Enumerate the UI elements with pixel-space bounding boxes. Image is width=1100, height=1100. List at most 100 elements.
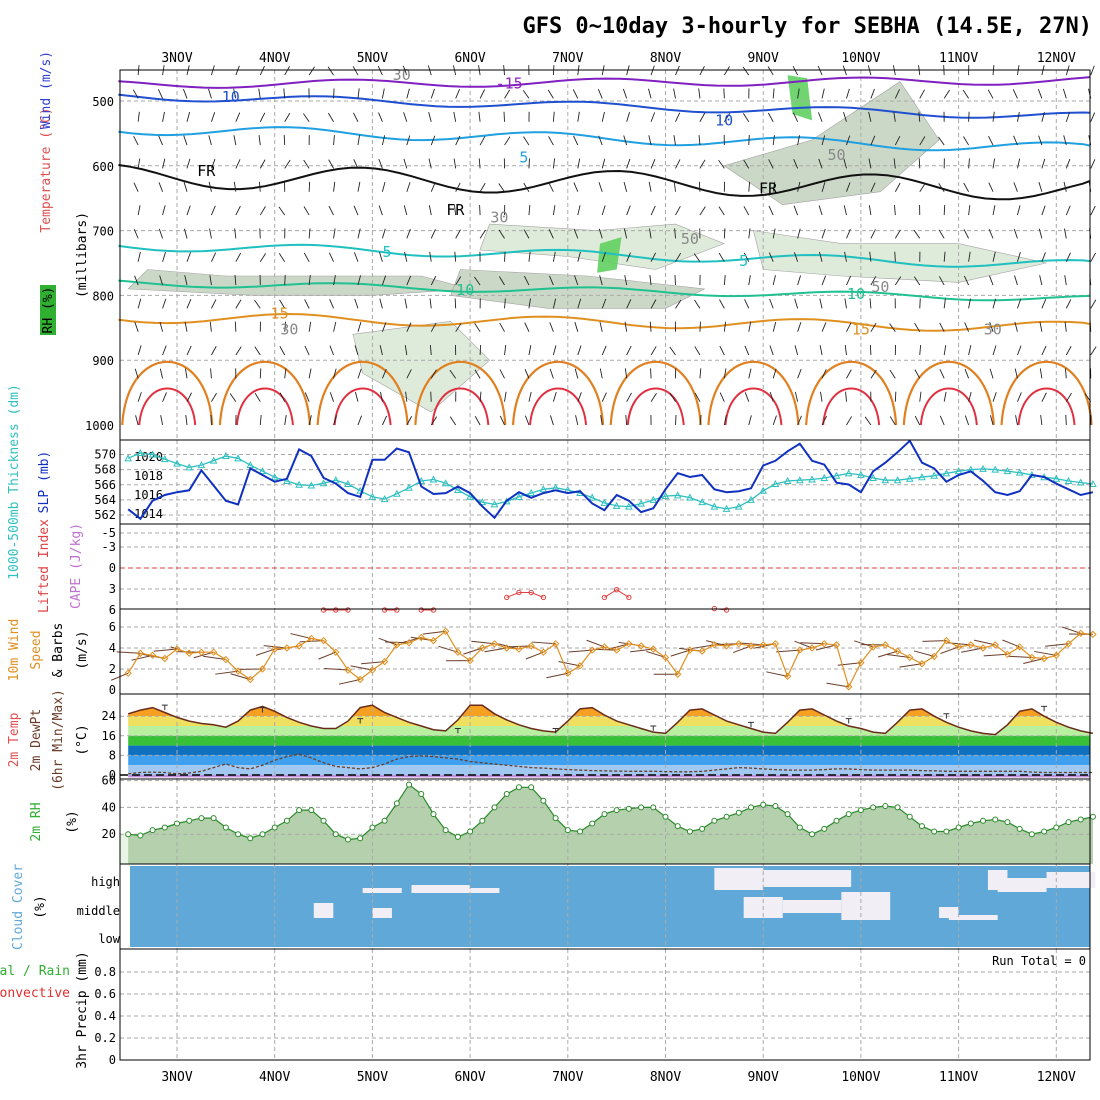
wind-barb xyxy=(329,345,334,356)
thickness-marker xyxy=(466,492,474,500)
wind-barb xyxy=(624,368,628,379)
wind-barb xyxy=(675,206,681,216)
wind-barb xyxy=(625,414,628,426)
cloud-level-label: low xyxy=(98,932,120,946)
rh-marker xyxy=(845,811,852,818)
upper-air-panel: 5006007008009001000-15-15101055FRFRFR551… xyxy=(39,51,1097,441)
wind-barb xyxy=(723,321,727,332)
wind-barb xyxy=(333,321,337,332)
wind-barb xyxy=(1017,111,1020,122)
temp-tick-label: 0 xyxy=(109,768,116,782)
contour-label: 15 xyxy=(271,305,289,323)
temp-minmax-bar xyxy=(357,718,364,724)
thickness-marker xyxy=(197,461,206,469)
wind-10m-panel: 0 2 4 6 10m Wind Speed & Barbs (m/s) xyxy=(7,608,1097,697)
wind-barb xyxy=(524,368,530,379)
contour-label: 5 xyxy=(519,148,528,166)
wind-speed-marker xyxy=(942,636,951,645)
wind-tick-label: 0 xyxy=(109,683,116,697)
temp-band xyxy=(128,775,1090,778)
li-line xyxy=(604,589,630,598)
wind-barb xyxy=(403,205,408,216)
wind-barb xyxy=(794,391,799,402)
rh-marker xyxy=(552,815,559,822)
wind-barb xyxy=(158,182,163,192)
wind-barb xyxy=(498,183,505,192)
rh-marker xyxy=(980,817,987,824)
wind-speed-marker xyxy=(1089,630,1097,639)
wind-barb xyxy=(748,368,752,379)
wind-barb xyxy=(137,345,142,356)
wind-barb xyxy=(255,648,275,656)
slp-thickness-panel: 56256456656857010141016101810201000-500m… xyxy=(7,384,1097,580)
bottom-date-label: 9NOV xyxy=(748,1070,779,1085)
isotherm-line xyxy=(118,164,1091,201)
wind-barb xyxy=(818,205,823,216)
wind-barb xyxy=(914,369,921,379)
thickness-marker xyxy=(160,455,169,463)
thickness-marker xyxy=(1064,476,1073,484)
wind-barb xyxy=(283,88,286,99)
wind-barb xyxy=(328,205,334,216)
rh-marker xyxy=(809,831,816,838)
wind-barb xyxy=(870,135,876,146)
chart-title: GFS 0~10day 3-hourly for SEBHA (14.5E, 2… xyxy=(522,14,1092,39)
pressure-tick-label: 800 xyxy=(92,289,114,303)
wind-barb xyxy=(673,88,676,99)
rh-marker xyxy=(882,803,889,810)
wind-barb xyxy=(1014,368,1018,379)
wind-barb xyxy=(987,89,994,99)
wind-tick-label: 4 xyxy=(109,641,116,655)
rh-marker xyxy=(1077,816,1084,823)
wind-barb xyxy=(675,252,682,262)
rh-area-fill xyxy=(128,784,1093,864)
wind-speed-marker xyxy=(429,636,438,645)
wind-barb xyxy=(648,88,652,99)
wind-barb xyxy=(1038,228,1043,239)
rh-marker xyxy=(393,800,400,807)
wind-barb xyxy=(528,205,531,216)
temp-minmax-bar xyxy=(259,707,266,713)
wind-barb xyxy=(992,111,995,122)
rh-marker xyxy=(686,828,693,835)
rh-marker xyxy=(772,803,779,810)
wind-barb xyxy=(1064,275,1067,286)
wind-barb xyxy=(479,136,486,146)
wind-barb xyxy=(1065,346,1072,356)
rh-marker xyxy=(784,811,791,818)
wind-axis-label: Wind (m/s) xyxy=(39,51,54,129)
li-line xyxy=(506,592,544,598)
wind-barb xyxy=(938,183,945,192)
rh-marker xyxy=(271,824,278,831)
wind-barb xyxy=(133,228,139,239)
wind-barb xyxy=(328,159,334,169)
pressure-tick-label: 700 xyxy=(92,225,114,239)
wind-speed-marker xyxy=(930,652,938,661)
thickness-marker xyxy=(747,495,755,503)
wind-barb xyxy=(548,182,554,192)
wind-barb xyxy=(792,65,799,76)
wind-barb xyxy=(846,416,853,426)
wind-barb xyxy=(1014,275,1018,286)
wind-barb xyxy=(357,228,361,239)
wind-barb xyxy=(626,252,631,262)
wind-barb xyxy=(577,345,582,356)
wind-barb xyxy=(601,392,607,402)
top-date-label: 6NOV xyxy=(454,51,485,66)
wind-barb xyxy=(525,651,544,660)
wind-barb xyxy=(522,89,530,99)
top-date-label: 5NOV xyxy=(357,51,388,66)
pressure-tick-label: 600 xyxy=(92,160,114,174)
wind-barb xyxy=(699,159,706,169)
rh-marker xyxy=(381,817,388,824)
cloud-level-label: high xyxy=(91,875,120,889)
wind-barb xyxy=(577,205,581,216)
rh-marker xyxy=(577,828,584,835)
thickness-marker xyxy=(637,499,645,507)
rh-marker xyxy=(638,804,645,811)
rh-marker xyxy=(149,827,156,834)
wind-barb xyxy=(964,368,970,379)
wind-barb xyxy=(573,135,579,146)
wind-barb xyxy=(630,648,654,653)
wind-barb xyxy=(821,135,826,146)
